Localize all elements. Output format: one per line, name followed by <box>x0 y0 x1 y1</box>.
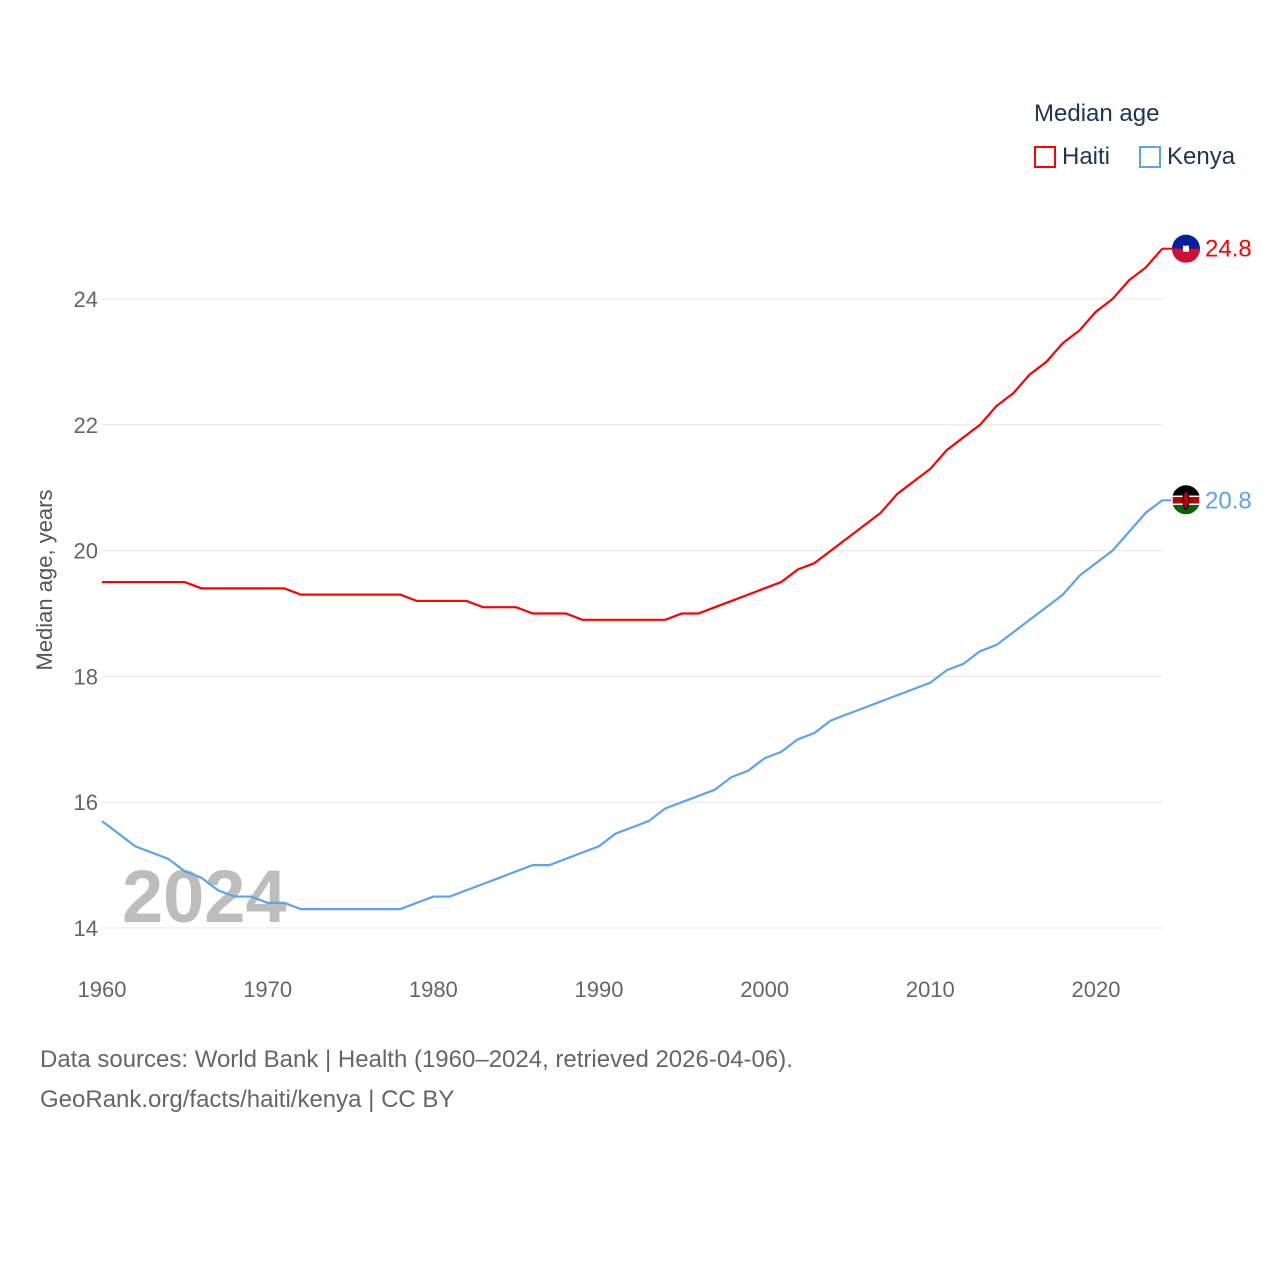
legend-label-haiti: Haiti <box>1062 143 1111 170</box>
legend-swatch-kenya <box>1139 146 1161 168</box>
legend-swatch-haiti <box>1034 146 1056 168</box>
haiti-flag-lower <box>1172 248 1200 263</box>
series-line-kenya <box>101 499 1163 911</box>
series-line-haiti <box>102 247 1164 621</box>
footer-sources: Data sources: World Bank | Health (1960–… <box>40 1046 793 1073</box>
footer-link[interactable]: GeoRank.org/facts/haiti/kenya | CC BY <box>40 1086 455 1113</box>
kenya-flag-shield <box>1182 490 1190 510</box>
x-tick-label: 1960 <box>78 977 127 1002</box>
legend-item-haiti[interactable]: Haiti <box>1034 143 1110 171</box>
x-tick-label: 2010 <box>906 977 955 1002</box>
legend-title: Median age <box>1034 100 1160 127</box>
x-tick-label: 1980 <box>409 977 458 1002</box>
legend-label-kenya: Kenya <box>1167 143 1236 170</box>
end-value-label: 24.8 <box>1205 236 1252 263</box>
end-value-label: 20.8 <box>1205 487 1252 514</box>
haiti-flag-emblem <box>1183 245 1189 252</box>
y-tick-label: 14 <box>74 916 98 941</box>
y-axis-label: Median age, years <box>32 490 57 671</box>
y-tick-label: 20 <box>74 539 98 564</box>
x-tick-label: 1990 <box>575 977 624 1002</box>
y-tick-label: 18 <box>74 664 98 689</box>
x-tick-label: 2000 <box>740 977 789 1002</box>
y-tick-label: 16 <box>74 790 98 815</box>
legend-item-kenya[interactable]: Kenya <box>1139 143 1235 171</box>
year-watermark: 2024 <box>122 855 287 938</box>
y-tick-label: 24 <box>74 287 98 312</box>
y-tick-label: 22 <box>74 413 98 438</box>
x-tick-label: 2020 <box>1072 977 1121 1002</box>
x-tick-label: 1970 <box>243 977 292 1002</box>
